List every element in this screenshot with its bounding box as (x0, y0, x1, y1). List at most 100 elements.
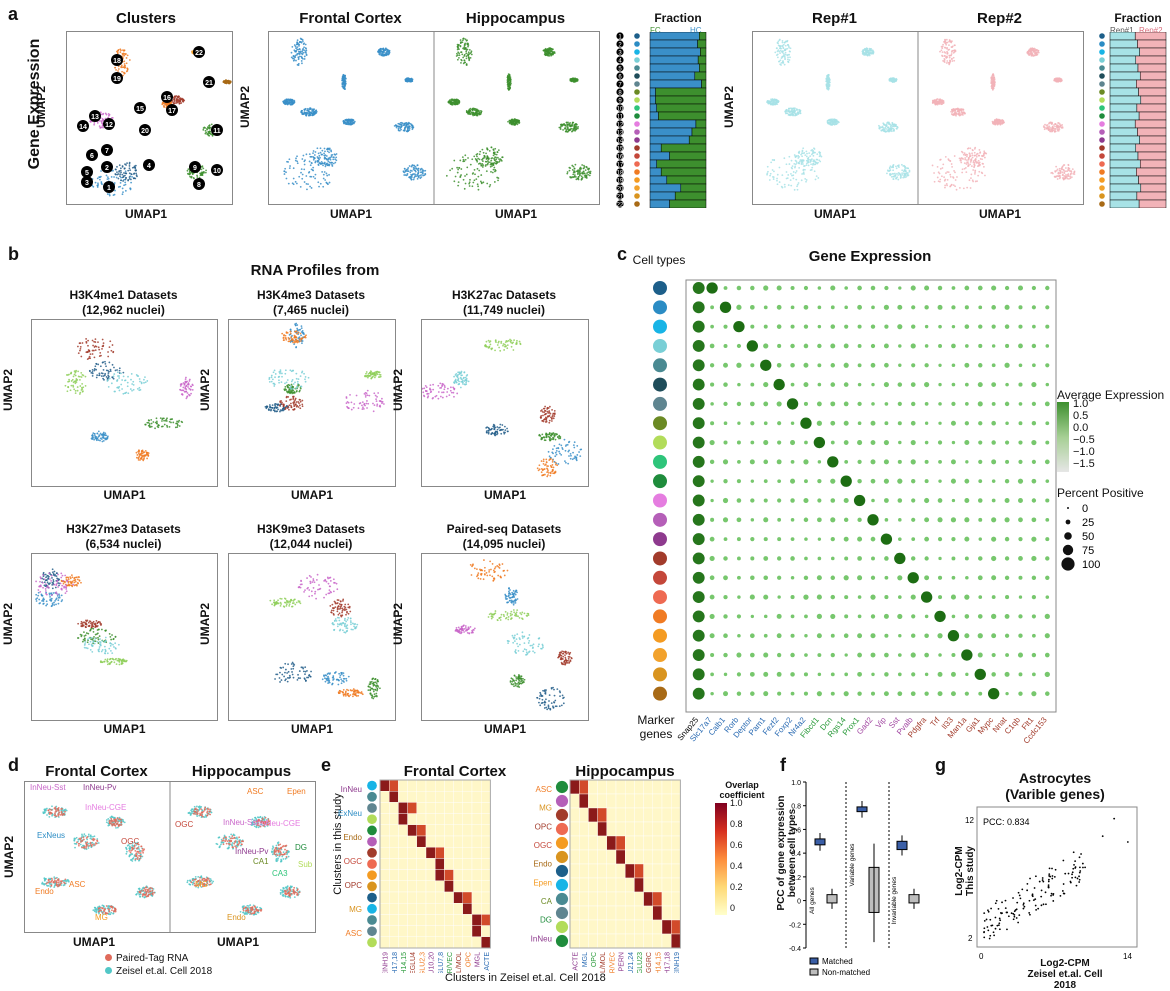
cell-dot (289, 167, 291, 169)
cluster-number-label: 16 (163, 95, 171, 102)
cell-dot (310, 164, 312, 166)
cell-dot (795, 172, 797, 174)
cell-dot (574, 130, 576, 132)
cell-dot (961, 151, 963, 153)
cluster-color-dot (634, 89, 640, 95)
cell-dot (286, 104, 288, 106)
cell-dot (894, 80, 896, 82)
cell-dot (324, 156, 326, 158)
cell-dot (468, 51, 470, 53)
fraction-bar-fc (650, 72, 695, 80)
cell-dot (409, 165, 411, 167)
cell-dot (321, 171, 323, 173)
cell-dot (798, 182, 800, 184)
cell-dot (404, 122, 406, 124)
cell-dot (457, 169, 459, 171)
cell-dot (318, 155, 320, 157)
cell-dot (948, 55, 950, 57)
cell-dot (567, 124, 569, 126)
cell-dot (938, 103, 940, 105)
panel-a-label: a (8, 4, 18, 25)
fraction-bar-rep2 (1138, 64, 1166, 72)
cell-dot (313, 114, 315, 116)
cell-dot (772, 99, 774, 101)
umap-blob (794, 147, 822, 167)
cell-dot (970, 161, 972, 163)
cell-dot (785, 113, 787, 115)
cell-dot (325, 166, 327, 168)
fraction-bar-rep1 (1110, 96, 1141, 104)
cell-dot (974, 159, 976, 161)
cell-dot (977, 165, 979, 167)
cell-dot (1002, 121, 1004, 123)
cell-dot (479, 113, 481, 115)
cell-dot (471, 158, 473, 160)
cell-dot (468, 183, 470, 185)
cluster-color-dot (1099, 89, 1105, 95)
cell-dot (129, 163, 131, 165)
cell-dot (301, 62, 303, 64)
cell-dot (135, 165, 137, 167)
umap2-label-rep: UMAP2 (708, 100, 750, 114)
cell-dot (787, 112, 789, 114)
cell-dot (464, 54, 466, 56)
cell-dot (779, 181, 781, 183)
cell-dot (1054, 126, 1056, 128)
cell-dot (478, 163, 480, 165)
cell-dot (962, 168, 964, 170)
cell-dot (477, 176, 479, 178)
cell-dot (826, 82, 828, 84)
cell-dot (486, 183, 488, 185)
cell-dot (567, 171, 569, 173)
cell-dot (870, 48, 872, 50)
cell-dot (993, 74, 995, 76)
cell-dot (955, 112, 957, 114)
cell-dot (380, 55, 382, 57)
cell-dot (777, 57, 779, 59)
cell-dot (895, 166, 897, 168)
cell-dot (965, 171, 967, 173)
cell-dot (552, 48, 554, 50)
rep-umap (752, 31, 1084, 205)
cell-dot (811, 149, 813, 151)
cell-dot (335, 156, 337, 158)
cell-dot (946, 183, 948, 185)
fraction-bar-hc (702, 80, 706, 88)
cell-dot (322, 165, 324, 167)
cell-dot (813, 155, 815, 157)
cell-dot (962, 158, 964, 160)
cell-dot (461, 60, 463, 62)
cluster-color-dot (1099, 65, 1105, 71)
cell-dot (293, 102, 295, 104)
cell-dot (944, 51, 946, 53)
cell-dot (116, 166, 118, 168)
cell-dot (973, 162, 975, 164)
cell-dot (1055, 176, 1057, 178)
cell-dot (951, 163, 953, 165)
cell-dot (473, 155, 475, 157)
cell-dot (112, 117, 114, 119)
fraction-bar-hc (689, 136, 706, 144)
cell-dot (884, 127, 886, 129)
cell-dot (469, 185, 471, 187)
cell-dot (1071, 172, 1073, 174)
cell-dot (304, 164, 306, 166)
cell-dot (328, 174, 330, 176)
cell-dot (408, 122, 410, 124)
cell-dot (1044, 124, 1046, 126)
cell-dot (518, 122, 520, 124)
cell-dot (93, 124, 95, 126)
cell-dot (466, 174, 468, 176)
fraction-bar-rep1 (1110, 136, 1140, 144)
cell-dot (827, 74, 829, 76)
cell-dot (964, 168, 966, 170)
cell-dot (304, 56, 306, 58)
cell-dot (907, 172, 909, 174)
cell-dot (495, 170, 497, 172)
cell-dot (405, 174, 407, 176)
cell-dot (886, 172, 888, 174)
cell-dot (976, 156, 978, 158)
cell-dot (460, 46, 462, 48)
cell-dot (789, 111, 791, 113)
cell-dot (478, 170, 480, 172)
